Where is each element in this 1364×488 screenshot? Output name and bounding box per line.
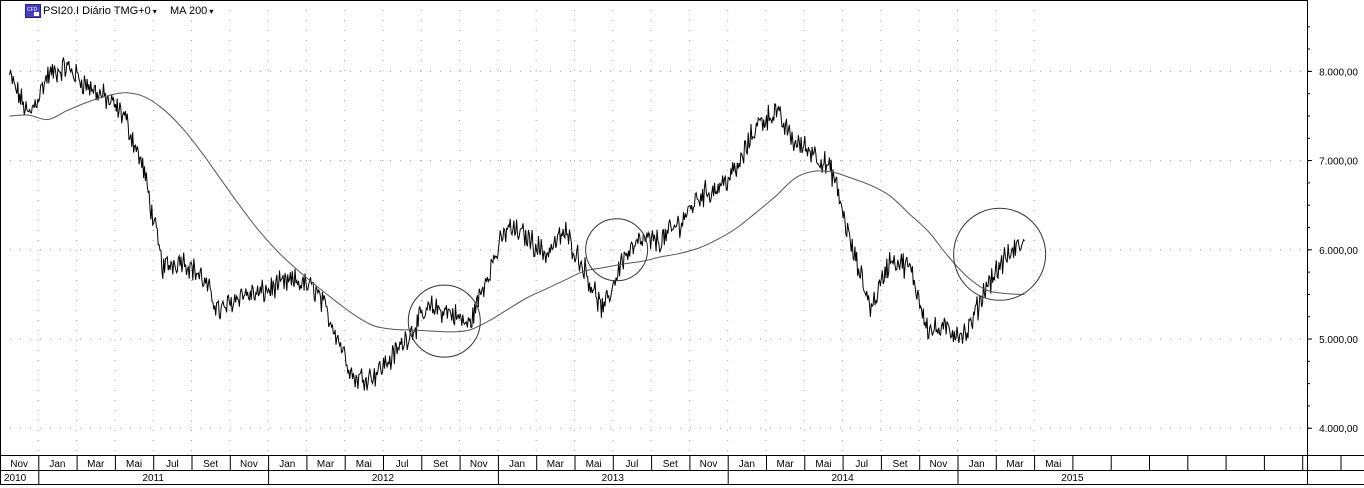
x-month-label: Mar: [1006, 459, 1024, 470]
x-year-label: 2014: [831, 473, 854, 484]
x-year-label: 2012: [372, 473, 395, 484]
chevron-down-icon: ▾: [153, 7, 157, 16]
x-month-label: Nov: [240, 459, 258, 470]
x-month-label: Mar: [317, 459, 335, 470]
chevron-down-icon: ▾: [209, 7, 213, 16]
symbol-label: PSI20.I Diário TMG+0: [43, 5, 151, 17]
x-month-label: Mar: [87, 459, 105, 470]
x-year-label: 2010: [4, 473, 27, 484]
x-year-label: 2013: [602, 473, 625, 484]
x-year-label: 2015: [1061, 473, 1084, 484]
x-month-label: Jul: [396, 459, 409, 470]
x-month-label: Nov: [10, 459, 28, 470]
x-month-label: Set: [663, 459, 678, 470]
indicator-selector[interactable]: MA 200▾: [170, 4, 213, 19]
x-month-label: Mar: [777, 459, 795, 470]
y-tick-label: 7.000,00: [1319, 157, 1358, 168]
y-tick-label: 6.000,00: [1319, 246, 1358, 257]
x-month-label: Nov: [929, 459, 947, 470]
ma-label: MA 200: [170, 5, 207, 17]
x-month-label: Jan: [49, 459, 65, 470]
x-month-label: Set: [433, 459, 448, 470]
y-tick-label: 4.000,00: [1319, 424, 1358, 435]
x-year-label: 2011: [142, 473, 164, 484]
x-month-label: Jul: [166, 459, 179, 470]
x-month-label: Mar: [547, 459, 565, 470]
x-month-label: Jan: [969, 459, 985, 470]
x-month-label: Jan: [279, 459, 295, 470]
x-month-label: Jan: [739, 459, 755, 470]
y-tick-label: 5.000,00: [1319, 335, 1358, 346]
x-month-label: Mai: [586, 459, 602, 470]
x-month-label: Nov: [700, 459, 718, 470]
x-month-label: Jul: [626, 459, 639, 470]
x-month-label: Mai: [126, 459, 142, 470]
x-month-label: Mai: [1045, 459, 1061, 470]
x-month-label: Nov: [470, 459, 488, 470]
symbol-selector[interactable]: PSI20.I Diário TMG+0▾: [43, 4, 157, 19]
x-month-label: Mai: [815, 459, 831, 470]
x-month-label: Jul: [855, 459, 868, 470]
cfd-instrument-icon[interactable]: CFD: [25, 4, 41, 18]
x-month-label: Mai: [356, 459, 372, 470]
x-month-label: Set: [203, 459, 218, 470]
x-month-label: Set: [893, 459, 908, 470]
y-tick-label: 8.000,00: [1319, 67, 1358, 78]
x-month-label: Jan: [509, 459, 525, 470]
